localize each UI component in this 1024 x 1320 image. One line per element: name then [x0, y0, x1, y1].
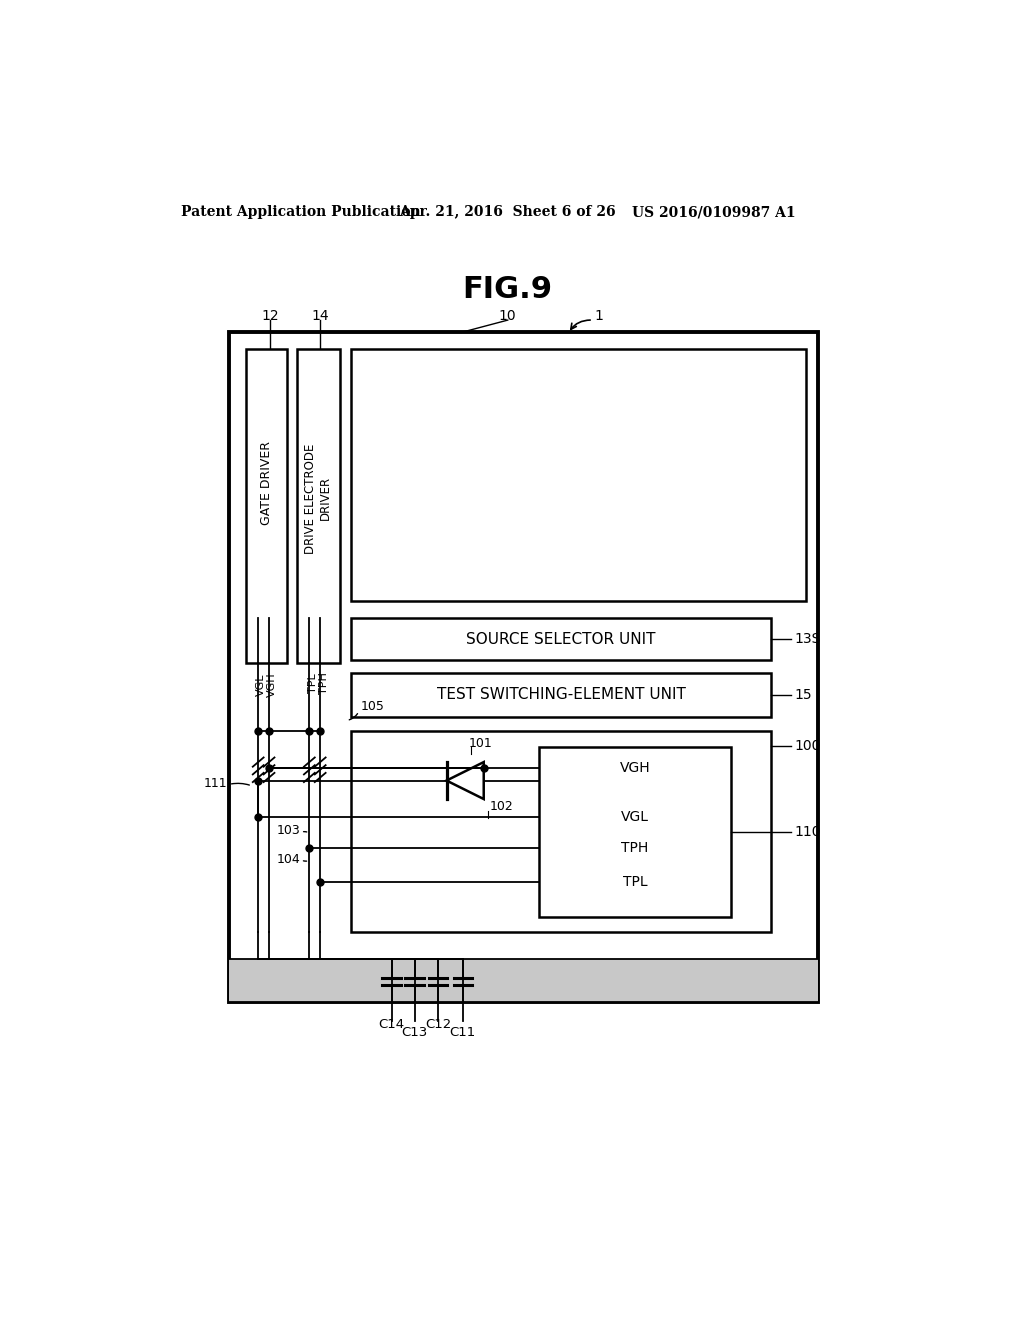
Text: C13: C13	[401, 1026, 428, 1039]
Text: 1: 1	[595, 309, 603, 323]
Bar	[539, 747, 731, 917]
Bar	[228, 331, 818, 1002]
Text: 105: 105	[360, 700, 384, 713]
Text: US 2016/0109987 A1: US 2016/0109987 A1	[632, 206, 796, 219]
Text: Apr. 21, 2016  Sheet 6 of 26: Apr. 21, 2016 Sheet 6 of 26	[399, 206, 615, 219]
Text: TPH: TPH	[622, 841, 648, 854]
Text: GATE DRIVER: GATE DRIVER	[260, 441, 272, 525]
Text: SOURCE SELECTOR UNIT: SOURCE SELECTOR UNIT	[467, 632, 656, 647]
Text: C12: C12	[425, 1018, 452, 1031]
Text: VGL
VGH: VGL VGH	[256, 672, 276, 697]
Text: 104: 104	[276, 853, 300, 866]
Bar	[351, 673, 771, 717]
Text: TPL
TPH: TPL TPH	[308, 672, 329, 694]
Bar	[228, 960, 818, 1002]
Text: C11: C11	[450, 1026, 476, 1039]
Text: 10: 10	[499, 309, 516, 323]
Text: 14: 14	[311, 309, 329, 323]
Text: 101: 101	[469, 737, 493, 750]
Text: TPL: TPL	[623, 875, 647, 890]
Bar	[297, 350, 340, 663]
Text: 13S: 13S	[795, 632, 821, 647]
Text: 12: 12	[261, 309, 279, 323]
Text: 102: 102	[489, 800, 514, 813]
Text: TEST SWITCHING-ELEMENT UNIT: TEST SWITCHING-ELEMENT UNIT	[437, 688, 686, 702]
Text: VGL: VGL	[621, 809, 649, 824]
Text: 15: 15	[795, 688, 812, 702]
Text: VGH: VGH	[620, 762, 650, 775]
Text: C14: C14	[379, 1018, 404, 1031]
Text: FIG.9: FIG.9	[463, 275, 553, 304]
Bar	[351, 730, 771, 932]
Bar	[246, 350, 287, 663]
Text: DRIVE ELECTRODE
DRIVER: DRIVE ELECTRODE DRIVER	[304, 444, 332, 553]
Text: Patent Application Publication: Patent Application Publication	[180, 206, 420, 219]
Bar	[351, 618, 771, 660]
Text: 100: 100	[795, 739, 821, 752]
Text: 103: 103	[276, 824, 300, 837]
Text: 110: 110	[795, 825, 821, 840]
Bar	[351, 350, 806, 601]
Text: 111: 111	[204, 777, 227, 791]
